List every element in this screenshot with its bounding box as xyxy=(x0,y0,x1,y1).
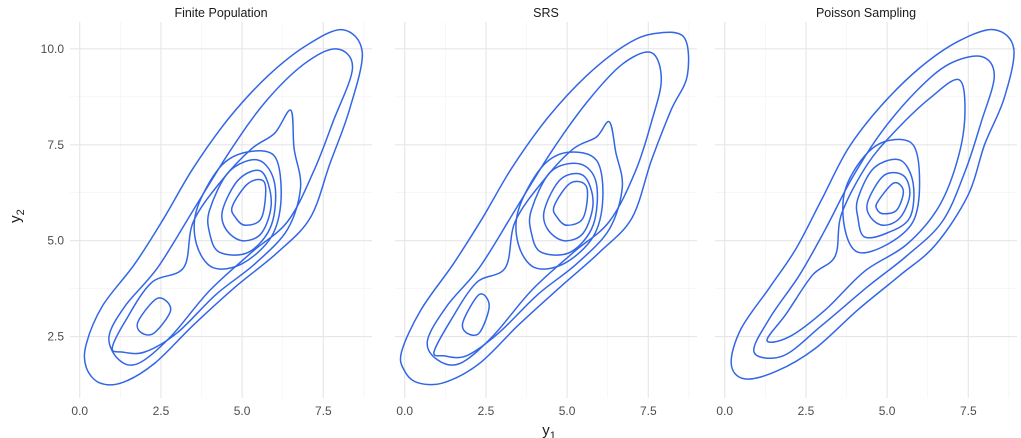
x-tick-label: 2.5 xyxy=(153,404,170,418)
contour-line xyxy=(136,297,172,336)
contour-line xyxy=(515,151,604,270)
contour-line xyxy=(875,181,905,215)
panel-2: SRS xyxy=(395,6,697,398)
contour-line xyxy=(766,78,966,344)
x-tick-label: 5.0 xyxy=(234,404,251,418)
y-tick-label: 7.5 xyxy=(47,138,64,152)
contour-line xyxy=(83,28,364,386)
contour-line xyxy=(207,158,277,256)
x-tick-label: 2.5 xyxy=(478,404,495,418)
x-tick-label: 0.0 xyxy=(71,404,88,418)
panel-title: Poisson Sampling xyxy=(816,6,916,20)
y-axis-title: y2 xyxy=(7,209,27,223)
contour-line xyxy=(111,109,302,355)
contour-line xyxy=(542,172,594,242)
panel-title: SRS xyxy=(533,6,559,20)
y-tick-label: 5.0 xyxy=(47,234,64,248)
x-axis-title: y1 xyxy=(542,422,556,438)
contour-line xyxy=(426,51,663,366)
x-tick-label: 5.0 xyxy=(559,404,576,418)
contour-line xyxy=(730,28,1015,380)
x-tick-label: 7.5 xyxy=(640,404,657,418)
x-axis: 0.0 2.5 5.0 7.5 0.0 2.5 5.0 7.5 0.0 2.5 5.0 7.5 xyxy=(71,404,977,418)
x-axis-title-subscript: 1 xyxy=(550,430,556,438)
x-tick-label: 5.0 xyxy=(879,404,896,418)
y-axis-title-subscript: 2 xyxy=(15,209,27,215)
x-tick-label: 7.5 xyxy=(960,404,977,418)
x-tick-label: 7.5 xyxy=(315,404,332,418)
contour-line xyxy=(399,31,690,386)
panels: Finite Population SRS Poisson Sampling xyxy=(70,6,1017,398)
y-axis-title-main: y xyxy=(7,215,24,223)
contour-line xyxy=(230,178,267,227)
contour-line xyxy=(866,171,911,227)
contour-line xyxy=(433,120,624,359)
contour-line xyxy=(753,55,996,360)
panel-1: Finite Population xyxy=(70,6,372,398)
contour-line xyxy=(193,150,282,270)
contour-line xyxy=(842,138,921,254)
y-axis: 2.5 5.0 7.5 10.0 xyxy=(41,42,65,344)
panel-3: Poisson Sampling xyxy=(715,6,1017,398)
contour-line xyxy=(552,180,589,227)
contour-line xyxy=(461,293,490,337)
x-axis-title-main: y xyxy=(542,422,550,438)
x-tick-label: 0.0 xyxy=(716,404,733,418)
y-tick-label: 2.5 xyxy=(47,330,64,344)
panel-title: Finite Population xyxy=(174,6,267,20)
contour-line xyxy=(855,158,915,239)
y-tick-label: 10.0 xyxy=(41,42,65,56)
contour-line xyxy=(528,162,599,256)
x-tick-label: 2.5 xyxy=(798,404,815,418)
x-tick-label: 0.0 xyxy=(396,404,413,418)
contour-line xyxy=(221,169,273,242)
